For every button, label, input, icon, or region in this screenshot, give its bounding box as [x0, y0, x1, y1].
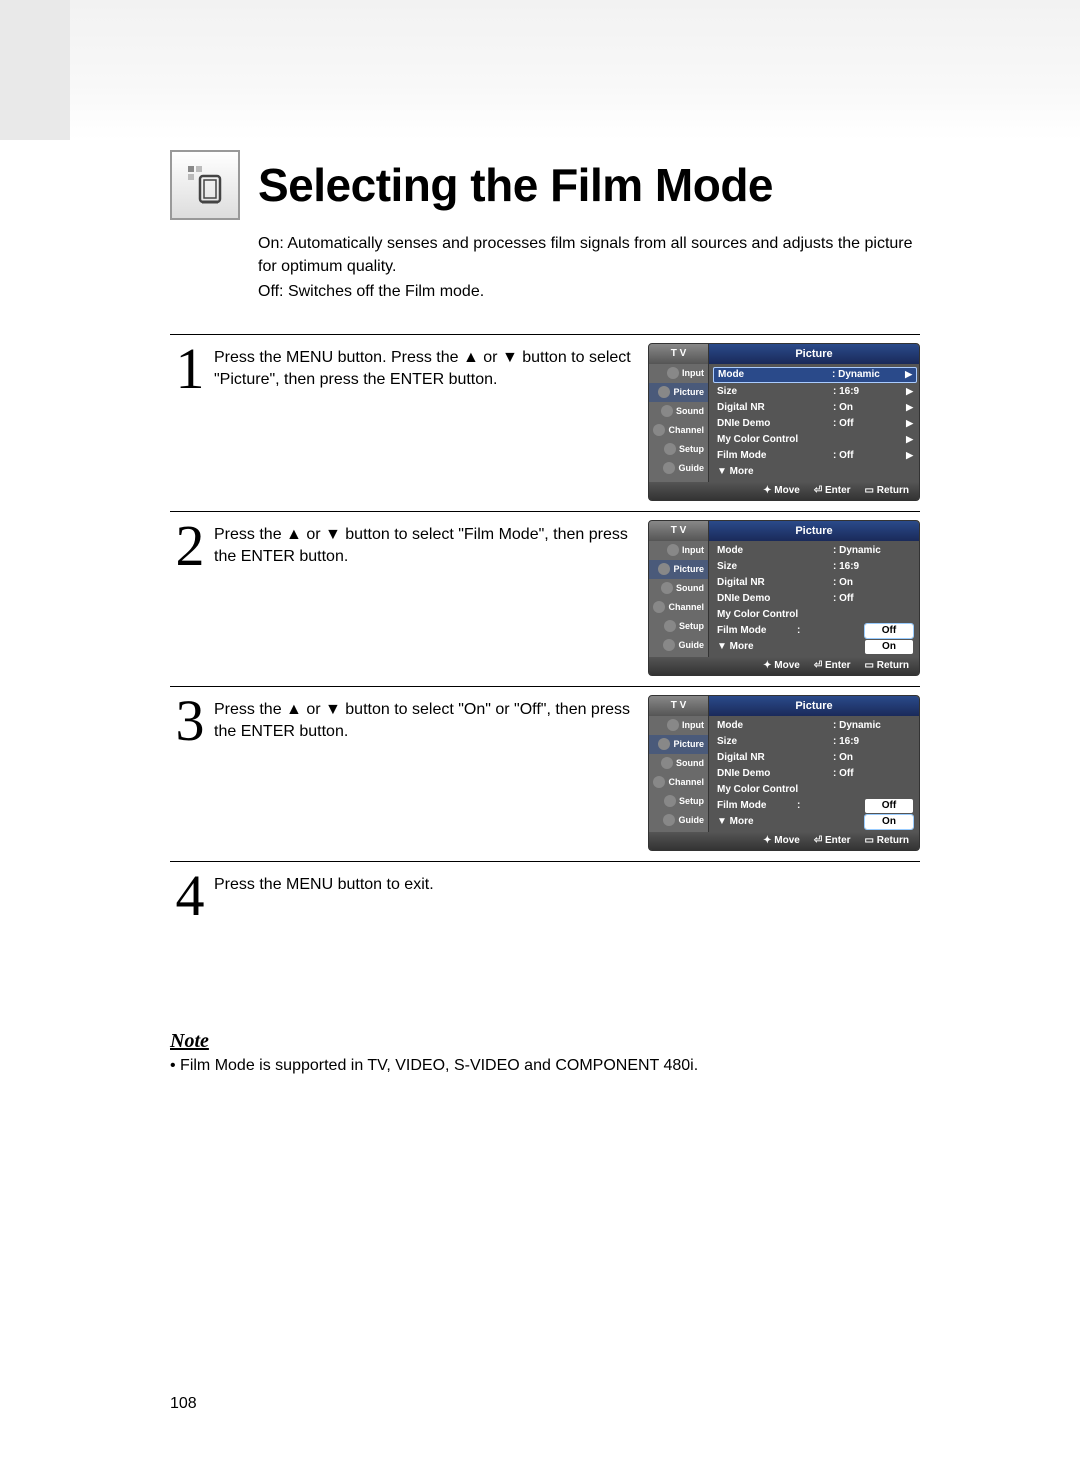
osd-header: T V Picture: [649, 344, 919, 364]
osd-menu-row: My Color Control: [717, 607, 913, 623]
osd-footer: ✦ Move ⏎ Enter ▭ Return: [649, 482, 919, 500]
osd-sidebar-item: Guide: [649, 459, 708, 478]
osd-sidebar-item: Channel: [649, 598, 708, 617]
osd-body: InputPictureSoundChannelSetupGuide Mode:…: [649, 716, 919, 832]
osd-sidebar-item: Sound: [649, 754, 708, 773]
osd-footer: ✦ Move ⏎ Enter ▭ Return: [649, 657, 919, 675]
osd-menu-row: Digital NR: On: [717, 750, 913, 766]
header-gradient: [0, 0, 1080, 140]
osd-menu-row: Mode: Dynamic: [717, 718, 913, 734]
note-body: Film Mode is supported in TV, VIDEO, S-V…: [170, 1057, 920, 1075]
osd-sidebar-item: Input: [649, 716, 708, 735]
osd-header-tv: T V: [649, 344, 709, 364]
osd-sidebar-item: Channel: [649, 773, 708, 792]
osd-menu-row: Film Mode:Off: [717, 798, 913, 814]
osd-footer-move: ✦ Move: [763, 660, 800, 671]
intro-line-off: Off: Switches off the Film mode.: [258, 280, 920, 303]
step-number: 2: [170, 520, 210, 572]
osd-screenshot: T V Picture InputPictureSoundChannelSetu…: [648, 695, 920, 851]
osd-menu-row: Mode: Dynamic▶: [713, 367, 917, 383]
osd-header-tv: T V: [649, 696, 709, 716]
osd-menu-row: My Color Control▶: [717, 432, 913, 448]
step-3: 3 Press the ▲ or ▼ button to select "On"…: [170, 687, 920, 862]
osd-footer-enter: ⏎ Enter: [814, 660, 851, 671]
osd-menu-row: Digital NR: On: [717, 575, 913, 591]
step-number: 4: [170, 870, 210, 922]
osd-header: T V Picture: [649, 696, 919, 716]
osd-sidebar-item: Setup: [649, 440, 708, 459]
osd-sidebar-item: Sound: [649, 402, 708, 421]
main-content: Selecting the Film Mode On: Automaticall…: [170, 150, 920, 932]
osd-menu-row: Size: 16:9: [717, 734, 913, 750]
osd-sidebar-item: Input: [649, 364, 708, 383]
osd-sidebar: InputPictureSoundChannelSetupGuide: [649, 364, 709, 482]
osd-header-section: Picture: [709, 344, 919, 364]
step-text: Press the MENU button to exit.: [214, 870, 920, 896]
title-row: Selecting the Film Mode: [170, 150, 920, 220]
osd-screenshot: T V Picture InputPictureSoundChannelSetu…: [648, 343, 920, 501]
step-text: Press the MENU button. Press the ▲ or ▼ …: [214, 343, 644, 392]
step-number: 1: [170, 343, 210, 395]
osd-menu-row: My Color Control: [717, 782, 913, 798]
osd-menu-row: Mode: Dynamic: [717, 543, 913, 559]
step-text: Press the ▲ or ▼ button to select "Film …: [214, 520, 644, 569]
intro-line-on: On: Automatically senses and processes f…: [258, 232, 920, 278]
osd-menu-row: Size: 16:9▶: [717, 384, 913, 400]
osd-menu-row: DNIe Demo: Off: [717, 766, 913, 782]
osd-sidebar-item: Setup: [649, 617, 708, 636]
osd-menu-row: Film Mode:Off: [717, 623, 913, 639]
osd-footer-return: ▭ Return: [865, 485, 909, 496]
osd-sidebar-item: Guide: [649, 636, 708, 655]
osd-sidebar-item: Setup: [649, 792, 708, 811]
osd-footer-move: ✦ Move: [763, 485, 800, 496]
step-text: Press the ▲ or ▼ button to select "On" o…: [214, 695, 644, 744]
osd-sidebar: InputPictureSoundChannelSetupGuide: [649, 716, 709, 832]
steps-list: 1 Press the MENU button. Press the ▲ or …: [170, 334, 920, 932]
note-section: Note Film Mode is supported in TV, VIDEO…: [170, 1030, 920, 1075]
osd-footer-return: ▭ Return: [865, 660, 909, 671]
osd-menu-row: Digital NR: On▶: [717, 400, 913, 416]
step-4: 4 Press the MENU button to exit.: [170, 862, 920, 932]
osd-sidebar-item: Picture: [649, 560, 708, 579]
osd-footer-enter: ⏎ Enter: [814, 835, 851, 846]
osd-menu-row: ▼ MoreOn: [717, 814, 913, 830]
osd-header-section: Picture: [709, 521, 919, 541]
page-number: 108: [170, 1395, 197, 1413]
osd-menu-row: ▼ More: [717, 464, 913, 480]
osd-footer-enter: ⏎ Enter: [814, 485, 851, 496]
osd-sidebar-item: Picture: [649, 383, 708, 402]
step-number: 3: [170, 695, 210, 747]
osd-sidebar-item: Input: [649, 541, 708, 560]
osd-main: Mode: Dynamic▶Size: 16:9▶Digital NR: On▶…: [709, 364, 919, 482]
step-2: 2 Press the ▲ or ▼ button to select "Fil…: [170, 512, 920, 687]
osd-menu-row: DNIe Demo: Off▶: [717, 416, 913, 432]
osd-sidebar-item: Picture: [649, 735, 708, 754]
osd-main: Mode: DynamicSize: 16:9Digital NR: OnDNI…: [709, 716, 919, 832]
osd-menu-row: DNIe Demo: Off: [717, 591, 913, 607]
osd-sidebar: InputPictureSoundChannelSetupGuide: [649, 541, 709, 657]
page-title: Selecting the Film Mode: [258, 158, 773, 212]
osd-footer-return: ▭ Return: [865, 835, 909, 846]
osd-footer-move: ✦ Move: [763, 835, 800, 846]
osd-sidebar-item: Guide: [649, 811, 708, 830]
film-mode-icon: [170, 150, 240, 220]
osd-sidebar-item: Channel: [649, 421, 708, 440]
osd-main: Mode: DynamicSize: 16:9Digital NR: OnDNI…: [709, 541, 919, 657]
osd-footer: ✦ Move ⏎ Enter ▭ Return: [649, 832, 919, 850]
osd-header-tv: T V: [649, 521, 709, 541]
osd-menu-row: Film Mode: Off▶: [717, 448, 913, 464]
osd-sidebar-item: Sound: [649, 579, 708, 598]
header-left-strip: [0, 0, 70, 140]
osd-header-section: Picture: [709, 696, 919, 716]
osd-menu-row: ▼ MoreOn: [717, 639, 913, 655]
osd-menu-row: Size: 16:9: [717, 559, 913, 575]
intro-text: On: Automatically senses and processes f…: [258, 232, 920, 304]
note-title: Note: [170, 1030, 920, 1053]
osd-header: T V Picture: [649, 521, 919, 541]
osd-body: InputPictureSoundChannelSetupGuide Mode:…: [649, 541, 919, 657]
step-1: 1 Press the MENU button. Press the ▲ or …: [170, 335, 920, 512]
osd-body: InputPictureSoundChannelSetupGuide Mode:…: [649, 364, 919, 482]
osd-screenshot: T V Picture InputPictureSoundChannelSetu…: [648, 520, 920, 676]
